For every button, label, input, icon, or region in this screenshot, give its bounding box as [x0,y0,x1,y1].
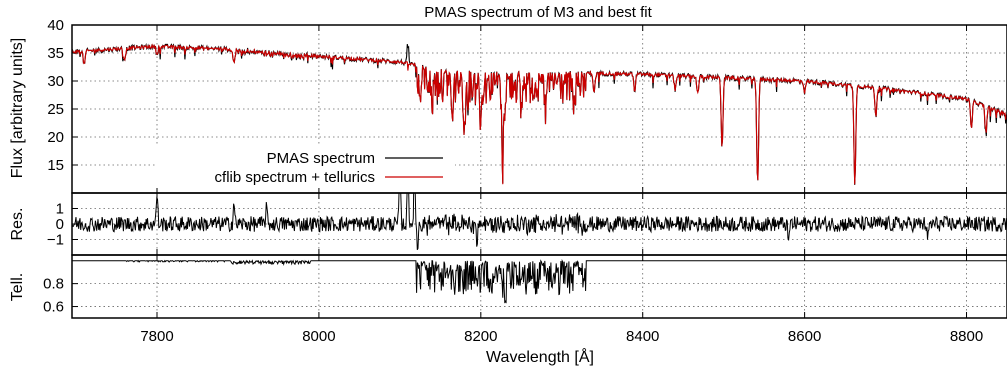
y-tick-label-flux: 30 [47,73,64,90]
y-tick-label-tell: 0.8 [43,276,64,293]
legend-label-cflib: cflib spectrum + tellurics [215,169,375,186]
flux-y-ticks: 15 20 25 30 35 40 [47,17,78,174]
x-tick-label: 8400 [626,328,659,345]
x-tick-label: 8000 [302,328,335,345]
x-tick-label: 8600 [788,328,821,345]
y-tick-label-res: 0 [56,216,64,233]
telluric-line [72,258,1007,304]
x-tick-labels: 7800 8000 8200 8400 8600 8800 [140,328,983,345]
telluric-frame [71,254,1007,319]
y-tick-label-flux: 20 [47,129,64,146]
legend: PMAS spectrum cflib spectrum + tellurics [155,146,455,188]
flux-panel: 15 20 25 30 35 40 PMAS spectrum cflib spectru… [9,17,1007,194]
legend-label-pmas: PMAS spectrum [267,150,375,167]
telluric-y-ticks: 0.60.8 [43,276,78,316]
telluric-panel: 0.60.8 Tell. [9,254,1007,319]
telluric-y-axis-label: Tell. [9,273,26,301]
y-tick-label-flux: 25 [47,101,64,118]
flux-y-axis-label: Flux [arbitrary units] [9,38,26,178]
y-tick-label-res: −1 [47,232,64,249]
y-tick-label-tell: 0.6 [43,299,64,316]
chart-title: PMAS spectrum of M3 and best fit [424,4,652,21]
y-tick-label-res: 1 [56,201,64,218]
cflib-spectrum-line [71,43,1007,185]
x-axis-label: Wavelength [Å] [486,347,594,366]
y-tick-label-flux: 40 [47,17,64,34]
y-tick-label-flux: 15 [47,157,64,174]
telluric-x-ticks [156,255,968,318]
residual-y-axis-label: Res. [9,208,26,241]
x-tick-label: 7800 [140,328,173,345]
x-tick-label: 8200 [464,328,497,345]
y-tick-label-flux: 35 [47,45,64,62]
residual-x-ticks [156,193,968,255]
residual-y-ticks: −101 [47,201,78,249]
x-tick-label: 8800 [950,328,983,345]
residual-line [72,193,1007,251]
